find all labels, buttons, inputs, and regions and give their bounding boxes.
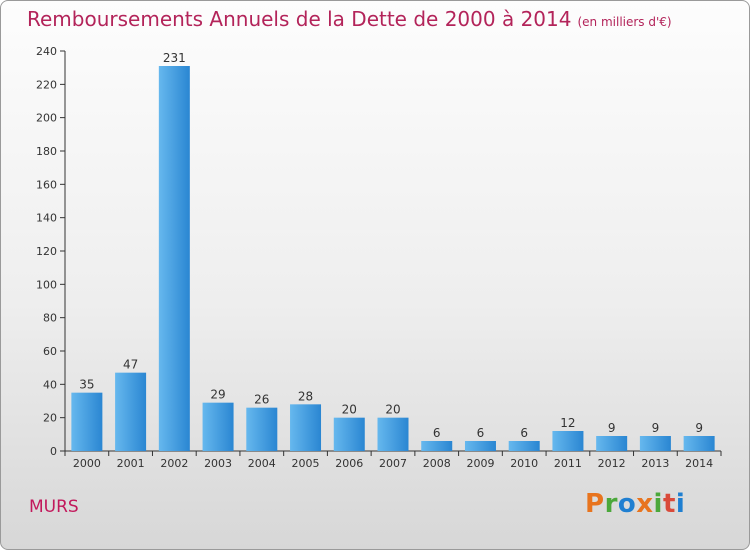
logo-letter: i [675, 489, 686, 519]
chart-title-text: Remboursements Annuels de la Dette de 20… [27, 7, 572, 31]
chart-bars [71, 66, 715, 451]
x-tick-label: 2003 [204, 457, 232, 470]
x-tick-label: 2002 [160, 457, 188, 470]
data-label-2005: 28 [298, 389, 313, 403]
x-tick-label: 2005 [292, 457, 320, 470]
y-tick-label: 40 [43, 378, 57, 391]
x-tick-label: 2000 [73, 457, 101, 470]
logo-letter: t [662, 489, 676, 519]
bar-2010[interactable] [508, 441, 540, 451]
y-tick-label: 140 [36, 212, 57, 225]
data-label-2003: 29 [210, 388, 225, 402]
bar-2012[interactable] [596, 436, 628, 451]
bar-2009[interactable] [464, 441, 496, 451]
logo-letter: r [604, 489, 618, 519]
y-tick-label: 200 [36, 112, 57, 125]
data-label-2000: 35 [79, 378, 94, 392]
chart-unit: (en milliers d'€) [577, 15, 672, 29]
chart-data-labels: 35 47 231 29 26 28 20 20 6 6 6 12 9 9 9 [79, 51, 703, 440]
data-label-2004: 26 [254, 393, 269, 407]
bar-2013[interactable] [639, 436, 671, 451]
y-tick-label: 20 [43, 412, 57, 425]
bar-2000[interactable] [71, 392, 103, 451]
y-tick-label: 0 [50, 445, 57, 458]
proxiti-logo[interactable]: Proxiti [585, 489, 685, 519]
data-label-2010: 6 [520, 426, 528, 440]
data-label-2008: 6 [433, 426, 441, 440]
x-tick-label: 2007 [379, 457, 407, 470]
y-tick-label: 60 [43, 345, 57, 358]
data-label-2011: 12 [560, 416, 575, 430]
y-tick-label: 160 [36, 178, 57, 191]
x-tick-label: 2011 [554, 457, 582, 470]
y-tick-label: 240 [36, 45, 57, 58]
bar-2014[interactable] [683, 436, 715, 451]
x-tick-label: 2006 [335, 457, 363, 470]
bar-2005[interactable] [290, 404, 322, 451]
bar-2001[interactable] [115, 372, 147, 451]
logo-letter: o [617, 489, 637, 519]
data-label-2012: 9 [608, 421, 616, 435]
data-label-2006: 20 [342, 403, 357, 417]
bar-2003[interactable] [202, 402, 234, 451]
bar-2006[interactable] [333, 417, 365, 451]
bar-2002[interactable] [158, 66, 190, 451]
data-label-2014: 9 [695, 421, 703, 435]
y-tick-label: 100 [36, 278, 57, 291]
logo-letter: x [636, 489, 654, 519]
data-label-2007: 20 [385, 403, 400, 417]
x-tick-label: 2008 [423, 457, 451, 470]
x-tick-label: 2014 [685, 457, 713, 470]
bar-2008[interactable] [421, 441, 453, 451]
data-label-2001: 47 [123, 358, 138, 372]
data-label-2009: 6 [477, 426, 485, 440]
data-label-2002: 231 [163, 51, 186, 65]
x-tick-label: 2001 [117, 457, 145, 470]
data-label-2013: 9 [652, 421, 660, 435]
logo-letter: i [653, 489, 663, 519]
x-tick-label: 2010 [510, 457, 538, 470]
x-tick-label: 2013 [641, 457, 669, 470]
logo-letter: P [585, 489, 605, 519]
bar-2007[interactable] [377, 417, 409, 451]
bar-2004[interactable] [246, 407, 278, 451]
x-tick-label: 2004 [248, 457, 276, 470]
chart-title: Remboursements Annuels de la Dette de 20… [27, 7, 672, 31]
y-tick-label: 80 [43, 312, 57, 325]
y-tick-label: 220 [36, 78, 57, 91]
y-tick-label: 180 [36, 145, 57, 158]
x-tick-label: 2009 [466, 457, 494, 470]
bar-2011[interactable] [552, 431, 584, 451]
commune-name: MURS [29, 497, 79, 517]
x-tick-label: 2012 [598, 457, 626, 470]
y-tick-label: 120 [36, 245, 57, 258]
